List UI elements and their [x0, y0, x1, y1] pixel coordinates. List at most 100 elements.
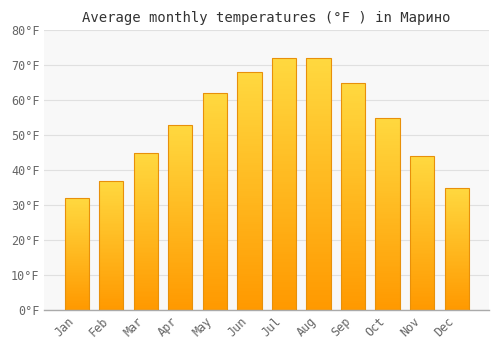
Bar	[99, 285, 124, 286]
Bar	[238, 174, 262, 177]
Bar	[410, 170, 434, 172]
Bar	[134, 187, 158, 189]
Bar	[376, 239, 400, 240]
Bar	[64, 222, 89, 223]
Bar	[64, 268, 89, 270]
Bar	[64, 277, 89, 279]
Bar	[410, 231, 434, 233]
Bar	[238, 144, 262, 146]
Bar	[444, 272, 468, 273]
Bar	[99, 197, 124, 199]
Bar	[306, 119, 330, 121]
Bar	[341, 117, 365, 119]
Bar	[376, 129, 400, 131]
Bar	[168, 241, 192, 243]
Bar	[64, 302, 89, 303]
Bar	[238, 75, 262, 77]
Bar	[306, 295, 330, 297]
Bar	[444, 244, 468, 245]
Bar	[168, 284, 192, 286]
Bar	[306, 81, 330, 84]
Bar	[99, 188, 124, 190]
Bar	[203, 167, 227, 169]
Bar	[64, 243, 89, 244]
Bar	[134, 223, 158, 225]
Bar	[134, 237, 158, 239]
Bar	[168, 173, 192, 175]
Bar	[306, 262, 330, 265]
Bar	[134, 181, 158, 182]
Bar	[272, 252, 296, 254]
Bar	[444, 266, 468, 267]
Bar	[306, 76, 330, 78]
Bar	[134, 222, 158, 223]
Bar	[376, 189, 400, 191]
Bar	[376, 212, 400, 214]
Bar	[306, 297, 330, 300]
Bar	[64, 306, 89, 308]
Bar	[134, 259, 158, 261]
Bar	[444, 213, 468, 215]
Bar	[134, 163, 158, 165]
Bar	[168, 286, 192, 287]
Bar	[203, 306, 227, 308]
Bar	[238, 194, 262, 196]
Bar	[134, 156, 158, 158]
Bar	[444, 188, 468, 189]
Bar	[272, 69, 296, 71]
Bar	[306, 282, 330, 285]
Bar	[64, 296, 89, 298]
Bar	[410, 239, 434, 240]
Bar	[444, 195, 468, 196]
Bar	[168, 199, 192, 201]
Bar	[272, 78, 296, 81]
Bar	[134, 230, 158, 231]
Bar	[238, 276, 262, 279]
Bar	[410, 285, 434, 287]
Bar	[272, 267, 296, 270]
Bar	[410, 182, 434, 184]
Bar	[272, 222, 296, 224]
Bar	[238, 139, 262, 141]
Bar	[272, 254, 296, 257]
Bar	[238, 293, 262, 295]
Bar	[410, 307, 434, 308]
Bar	[134, 300, 158, 302]
Bar	[376, 198, 400, 200]
Bar	[341, 230, 365, 232]
Bar	[99, 237, 124, 239]
Bar	[306, 277, 330, 280]
Bar	[203, 290, 227, 292]
Bar	[134, 201, 158, 203]
Bar	[64, 264, 89, 265]
Bar	[64, 265, 89, 266]
Bar	[134, 161, 158, 162]
Bar	[134, 233, 158, 234]
Bar	[99, 194, 124, 195]
Bar	[410, 202, 434, 204]
Bar	[168, 186, 192, 188]
Bar	[99, 236, 124, 237]
Bar	[203, 93, 227, 310]
Bar	[168, 180, 192, 182]
Bar	[341, 221, 365, 224]
Bar	[134, 256, 158, 258]
Bar	[410, 177, 434, 179]
Bar	[238, 129, 262, 132]
Bar	[64, 258, 89, 259]
Bar	[238, 212, 262, 215]
Bar	[341, 208, 365, 210]
Bar	[168, 238, 192, 239]
Bar	[410, 308, 434, 310]
Bar	[203, 295, 227, 297]
Bar	[64, 288, 89, 289]
Bar	[168, 138, 192, 140]
Bar	[444, 196, 468, 197]
Bar	[134, 281, 158, 283]
Bar	[203, 262, 227, 264]
Bar	[376, 127, 400, 129]
Bar	[134, 186, 158, 187]
Bar	[99, 284, 124, 285]
Bar	[376, 229, 400, 231]
Bar	[444, 239, 468, 240]
